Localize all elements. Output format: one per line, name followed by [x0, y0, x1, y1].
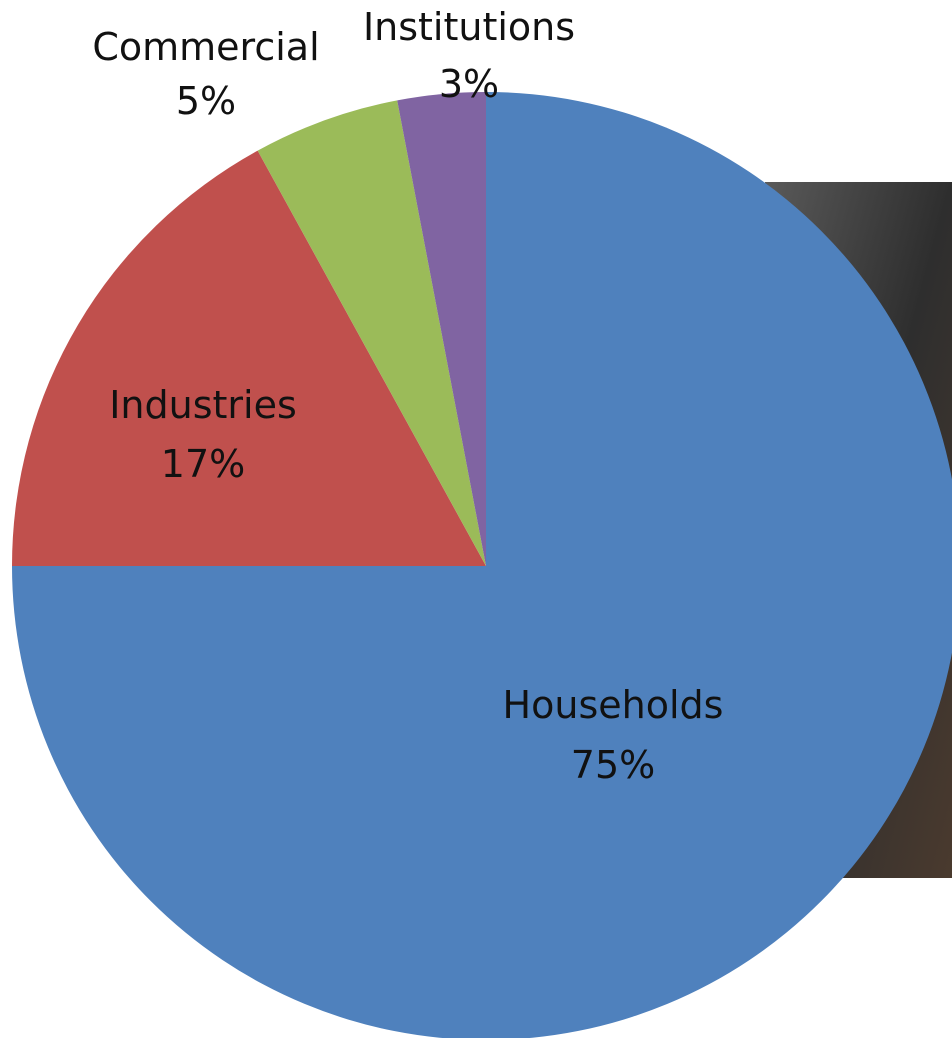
slice-label-industries: Industries: [109, 383, 297, 427]
pie-slice-institutions: [397, 92, 486, 566]
pie-slices: [12, 92, 952, 1040]
slice-label-commercial: Commercial: [92, 25, 319, 69]
pie-labels: Households 75% Industries 17% Commercial 5% In…: [92, 5, 723, 787]
slice-label-households: Households: [503, 683, 724, 727]
pie-slice-households: [12, 92, 952, 1040]
pie-slice-commercial: [257, 100, 486, 566]
slice-percent-industries: 17%: [161, 442, 245, 486]
slice-percent-commercial: 5%: [176, 79, 236, 123]
slice-percent-households: 75%: [571, 743, 655, 787]
slice-percent-institutions: 3%: [439, 62, 499, 106]
pie-slice-industries: [12, 150, 486, 567]
slice-label-institutions: Institutions: [363, 5, 575, 49]
